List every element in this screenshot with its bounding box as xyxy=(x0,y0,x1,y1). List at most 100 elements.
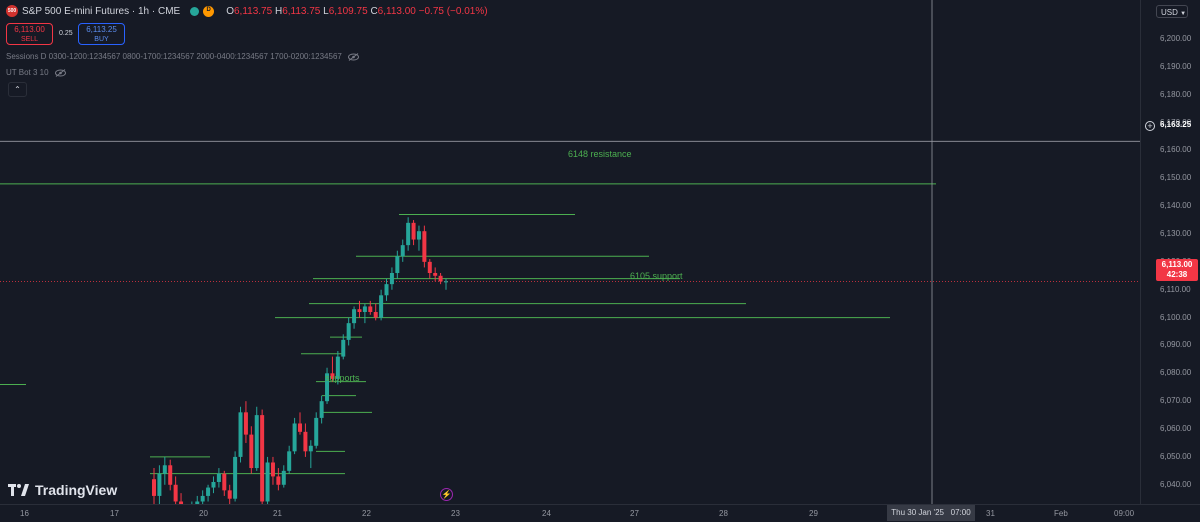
candle-body xyxy=(216,473,221,482)
symbol-title[interactable]: S&P 500 E-mini Futures · 1h · CME xyxy=(22,5,181,17)
candle-body xyxy=(357,309,362,313)
indicator-ut-bot[interactable]: UT Bot 3 10 xyxy=(6,68,66,77)
crosshair-price-label: 6,163.25 xyxy=(1160,120,1192,129)
candle-body xyxy=(325,373,330,402)
candle-body xyxy=(206,487,211,496)
candle-body xyxy=(384,284,389,296)
candle-body xyxy=(195,501,200,504)
time-tick-label: 21 xyxy=(273,509,282,518)
candle-body xyxy=(281,470,286,485)
price-tick-label: 6,170.00 xyxy=(1160,117,1192,127)
candle-body xyxy=(298,423,302,432)
buy-button[interactable]: 6,113.25 BUY xyxy=(78,23,125,45)
candle-body xyxy=(211,481,216,488)
ohlc-values: O6,113.75 H6,113.75 L6,109.75 C6,113.00 … xyxy=(226,5,488,17)
brand-name: TradingView xyxy=(35,482,118,498)
candle-body xyxy=(395,256,400,273)
time-tick-label: 27 xyxy=(630,509,639,518)
supports-label: supports xyxy=(325,373,360,383)
price-tick-label: 6,180.00 xyxy=(1160,89,1192,99)
time-tick-label: Feb xyxy=(1054,509,1068,518)
price-tick-label: 6,110.00 xyxy=(1160,284,1191,294)
spread-value: 0.25 xyxy=(59,30,73,37)
candle-body xyxy=(249,434,254,469)
symbol-logo-icon: 500 xyxy=(6,5,18,17)
price-tick-label: 6,080.00 xyxy=(1160,368,1192,378)
candle-body xyxy=(319,401,324,418)
market-open-dot-icon xyxy=(190,6,200,16)
candle-body xyxy=(276,476,281,485)
indicator-label: UT Bot 3 10 xyxy=(6,68,49,77)
candle-body xyxy=(362,306,367,313)
price-tick-label: 6,050.00 xyxy=(1160,451,1192,461)
candle-body xyxy=(152,479,156,496)
candle-body xyxy=(422,231,427,262)
time-tick-label: 24 xyxy=(542,509,551,518)
candle-body xyxy=(389,273,394,285)
candle-body xyxy=(438,275,443,282)
eye-icon[interactable] xyxy=(54,68,66,77)
candle-body xyxy=(233,456,238,499)
candle-body xyxy=(222,473,227,491)
candle-body xyxy=(314,417,319,446)
tradingview-logo-icon xyxy=(8,484,29,496)
time-tick-label: 17 xyxy=(110,509,119,518)
candle-body xyxy=(173,484,178,502)
eye-icon[interactable] xyxy=(347,52,359,61)
candle-body xyxy=(411,222,416,240)
crosshair-date-badge: Thu 30 Jan '25 07:00 xyxy=(887,505,975,521)
sell-label: SELL xyxy=(20,36,39,43)
price-change: −0.75 (−0.01%) xyxy=(418,5,488,17)
price-tick-label: 6,130.00 xyxy=(1160,228,1192,238)
candle-body xyxy=(243,412,248,435)
candle-body xyxy=(427,261,432,273)
candle-body xyxy=(287,451,292,471)
candle-body xyxy=(444,281,448,283)
candlestick-chart[interactable] xyxy=(0,0,1140,504)
time-tick-label: 23 xyxy=(451,509,460,518)
candle-body xyxy=(227,490,232,499)
time-axis[interactable]: 16 17 20 21 22 23 24 27 28 29 31 Feb 09:00 xyxy=(0,504,1200,522)
indicator-label: Sessions D 0300-1200:1234567 0800-1700:1… xyxy=(6,52,342,61)
buy-price: 6,113.25 xyxy=(86,25,117,34)
buy-label: BUY xyxy=(94,36,109,43)
sell-button[interactable]: 6,113.00 SELL xyxy=(6,23,53,45)
price-tick-label: 6,040.00 xyxy=(1160,479,1192,489)
candle-body xyxy=(157,473,162,496)
candle-body xyxy=(292,423,297,452)
plus-circle-icon[interactable]: + xyxy=(1145,121,1155,131)
price-tick-label: 6,090.00 xyxy=(1160,340,1192,350)
price-tick-label: 6,140.00 xyxy=(1160,201,1192,211)
candle-body xyxy=(335,356,340,379)
time-tick-label: 09:00 xyxy=(1114,509,1135,518)
chevron-down-icon: ▼ xyxy=(1180,11,1187,17)
resistance-label: 6148 resistance xyxy=(568,149,632,159)
currency-selector[interactable]: USD ▼ xyxy=(1156,5,1188,18)
price-tick-label: 6,160.00 xyxy=(1160,145,1192,155)
bar-countdown: 42:38 xyxy=(1166,270,1188,279)
candle-body xyxy=(254,415,259,469)
time-tick-label: 29 xyxy=(809,509,818,518)
price-tick-label: 6,200.00 xyxy=(1160,33,1192,43)
tradingview-logo[interactable]: TradingView xyxy=(8,482,117,498)
chart-area[interactable]: 500 S&P 500 E-mini Futures · 1h · CME D … xyxy=(0,0,1140,504)
time-tick-label: 16 xyxy=(20,509,29,518)
price-tick-label: 6,100.00 xyxy=(1160,312,1192,322)
candle-body xyxy=(433,273,438,276)
candle-body xyxy=(352,309,357,324)
indicator-sessions[interactable]: Sessions D 0300-1200:1234567 0800-1700:1… xyxy=(6,52,359,61)
candle-body xyxy=(341,339,346,357)
lightning-icon[interactable]: ⚡ xyxy=(440,488,453,501)
chevron-up-icon[interactable]: ⌃ xyxy=(8,82,27,97)
candle-body xyxy=(270,462,275,477)
price-axis[interactable]: 6,030.006,040.006,050.006,060.006,070.00… xyxy=(1140,0,1200,517)
candle-body xyxy=(406,222,411,246)
candle-body xyxy=(379,295,384,318)
candle-body xyxy=(373,312,378,318)
current-price-badge: 6,113.00 42:38 xyxy=(1156,259,1198,281)
candle-body xyxy=(308,445,313,452)
candle-body xyxy=(168,465,173,485)
price-tick-label: 6,190.00 xyxy=(1160,61,1192,71)
candle-body xyxy=(265,462,270,502)
chart-legend: 500 S&P 500 E-mini Futures · 1h · CME D … xyxy=(6,5,488,17)
